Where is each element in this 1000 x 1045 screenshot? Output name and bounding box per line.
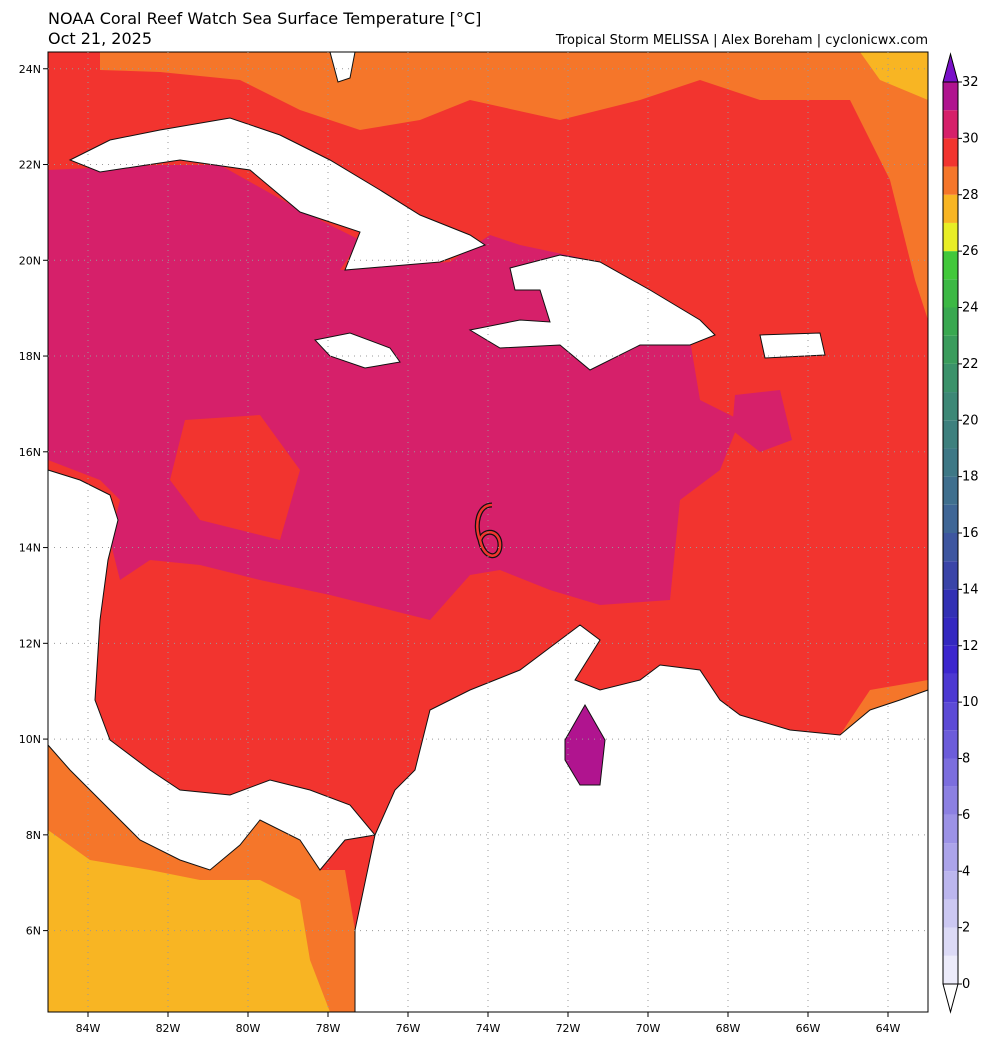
sst-zone xyxy=(732,390,792,452)
lake-maracaibo xyxy=(564,703,606,786)
colorbar-bin xyxy=(943,392,958,421)
colorbar-bin xyxy=(943,786,958,815)
x-tick-label: 82W xyxy=(156,1022,181,1035)
cuba xyxy=(68,117,487,271)
colorbar-bin xyxy=(943,843,958,872)
colorbar-over xyxy=(942,52,959,83)
colorbar-label: 10 xyxy=(962,695,979,710)
colorbar-bin xyxy=(943,955,958,984)
colorbar-bin xyxy=(943,222,958,252)
map-area xyxy=(47,51,929,1013)
y-tick-label: 10N xyxy=(19,733,41,746)
y-tick-label: 24N xyxy=(19,63,41,76)
x-tick-label: 76W xyxy=(396,1022,421,1035)
colorbar-label: 22 xyxy=(962,357,979,372)
colorbar-bin xyxy=(943,138,958,167)
x-tick-label: 70W xyxy=(636,1022,661,1035)
colorbar-label: 28 xyxy=(962,188,979,203)
sst-zone xyxy=(860,52,928,100)
colorbar-bin xyxy=(943,335,958,364)
y-tick-label: 14N xyxy=(19,542,41,555)
y-tick-label: 22N xyxy=(19,159,41,172)
y-tick-label: 6N xyxy=(26,925,41,938)
colorbar-bin xyxy=(943,899,958,928)
colorbar-label: 4 xyxy=(962,864,970,879)
central-america xyxy=(47,469,376,871)
colorbar-label: 32 xyxy=(962,75,979,90)
colorbar-bin xyxy=(943,363,958,393)
map-credit: Tropical Storm MELISSA | Alex Boreham | … xyxy=(555,33,928,48)
x-tick-label: 80W xyxy=(236,1022,261,1035)
y-tick-label: 16N xyxy=(19,446,41,459)
colorbar-bin xyxy=(943,504,958,533)
colorbar-bin xyxy=(943,251,958,280)
colorbar-bin xyxy=(943,533,958,562)
x-tick-label: 72W xyxy=(556,1022,581,1035)
colorbar-bin xyxy=(943,589,958,618)
colorbar-bin xyxy=(943,814,958,844)
colorbar-label: 6 xyxy=(962,808,970,823)
x-tick-label: 74W xyxy=(476,1022,501,1035)
colorbar-label: 16 xyxy=(962,526,979,541)
x-tick-label: 68W xyxy=(716,1022,741,1035)
colorbar-bin xyxy=(943,871,958,900)
colorbar-bin xyxy=(943,730,958,759)
colorbar-bin xyxy=(943,166,958,195)
x-tick-label: 64W xyxy=(876,1022,901,1035)
sst-zone xyxy=(170,415,300,540)
colorbar-bin xyxy=(943,758,958,787)
y-tick-label: 18N xyxy=(19,350,41,363)
colorbar-label: 30 xyxy=(962,131,979,146)
colorbar-bin xyxy=(943,702,958,731)
colorbar-bin xyxy=(943,927,958,956)
map-date: Oct 21, 2025 xyxy=(48,29,152,48)
colorbar-bin xyxy=(943,561,958,590)
colorbar-label: 24 xyxy=(962,301,979,316)
x-tick-label: 66W xyxy=(796,1022,821,1035)
colorbar-bin xyxy=(943,448,958,477)
puerto-rico xyxy=(759,332,826,359)
colorbar-label: 12 xyxy=(962,639,979,654)
colorbar-bin xyxy=(943,420,958,449)
colorbar-label: 8 xyxy=(962,752,970,767)
x-tick-label: 84W xyxy=(76,1022,101,1035)
colorbar-bin xyxy=(943,194,958,223)
y-tick-label: 12N xyxy=(19,637,41,650)
colorbar-label: 2 xyxy=(962,921,970,936)
sst-zone xyxy=(100,52,928,320)
colorbar-bin xyxy=(943,110,958,139)
colorbar-bin xyxy=(943,82,958,111)
map-title: NOAA Coral Reef Watch Sea Surface Temper… xyxy=(48,9,481,28)
sst-zone xyxy=(48,830,330,1012)
x-tick-label: 78W xyxy=(316,1022,341,1035)
colorbar-bin xyxy=(943,673,958,703)
colorbar-label: 14 xyxy=(962,582,979,597)
colorbar-bin xyxy=(943,307,958,336)
storm-symbol xyxy=(476,503,502,557)
colorbar-label: 0 xyxy=(962,977,970,992)
colorbar-bin xyxy=(943,617,958,646)
colorbar-bin xyxy=(943,645,958,674)
colorbar-label: 20 xyxy=(962,413,979,428)
y-tick-label: 20N xyxy=(19,254,41,267)
colorbar-under xyxy=(942,983,959,1014)
colorbar-bin xyxy=(943,476,958,505)
colorbar-bin xyxy=(943,279,958,308)
y-tick-label: 8N xyxy=(26,829,41,842)
colorbar-label: 26 xyxy=(962,244,979,259)
hispaniola xyxy=(468,254,716,371)
colorbar-label: 18 xyxy=(962,470,979,485)
